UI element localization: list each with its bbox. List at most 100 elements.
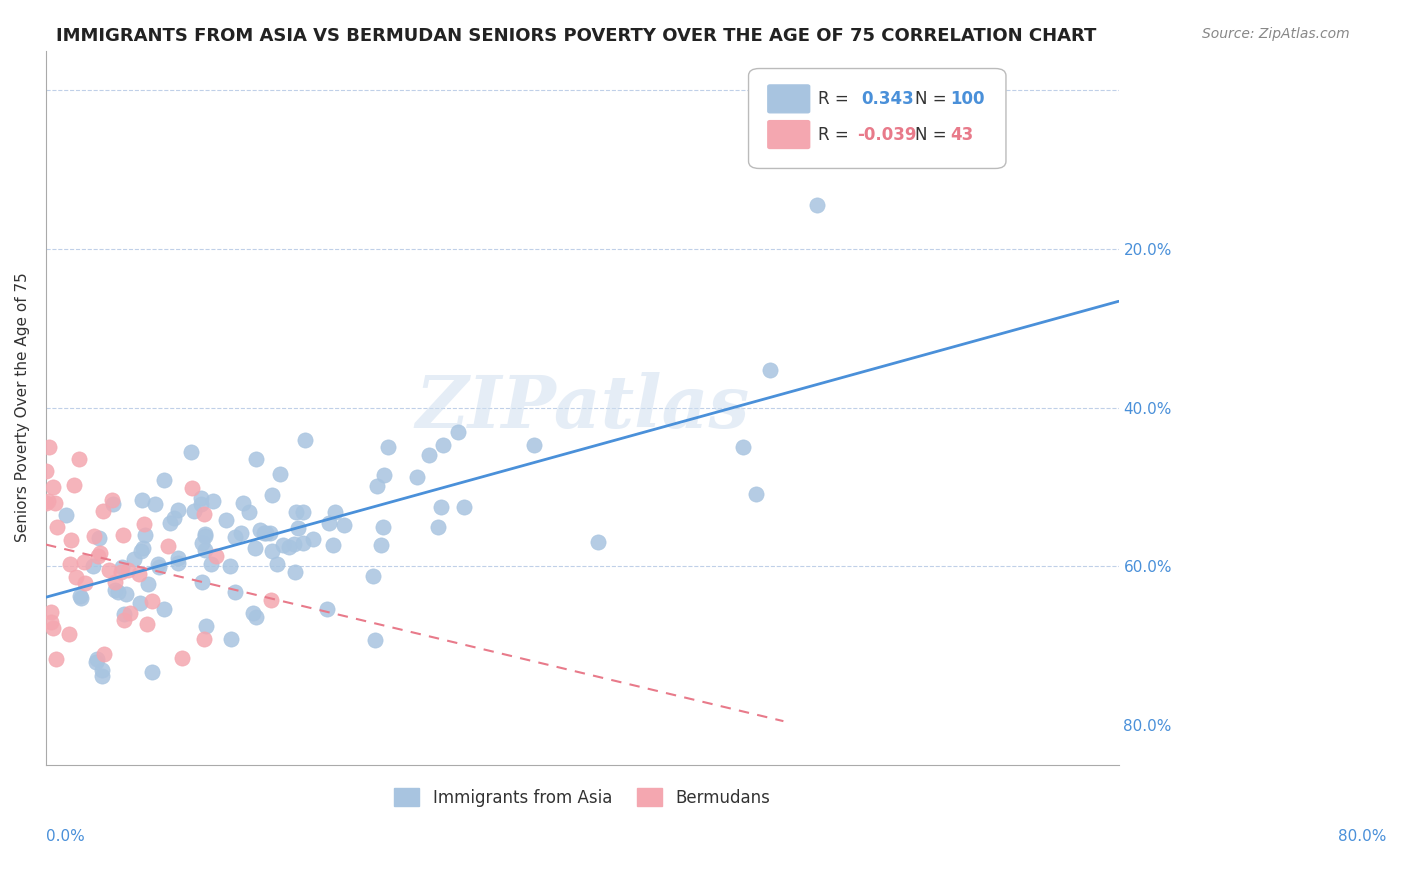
Point: [83, 529, 105, 543]
Point: [259, 526, 281, 541]
Point: [110, 566, 132, 580]
Point: [249, 524, 271, 538]
Point: [162, 510, 184, 524]
Point: [141, 594, 163, 608]
Point: [253, 525, 276, 540]
Point: [58, 627, 80, 641]
Point: [371, 520, 394, 534]
Point: [38, 440, 60, 454]
Point: [242, 606, 264, 620]
Point: [588, 535, 610, 549]
Point: [323, 505, 346, 519]
Point: [70, 591, 93, 605]
Point: [215, 513, 238, 527]
Point: [427, 520, 450, 534]
Point: [523, 438, 546, 452]
Point: [90, 668, 112, 682]
Point: [194, 529, 217, 543]
Point: [292, 505, 315, 519]
Point: [73, 575, 96, 590]
Text: Source: ZipAtlas.com: Source: ZipAtlas.com: [1202, 27, 1350, 41]
Point: [364, 632, 387, 647]
Point: [73, 555, 96, 569]
Point: [302, 533, 325, 547]
Text: 100: 100: [950, 90, 984, 108]
FancyBboxPatch shape: [768, 120, 810, 148]
Point: [377, 440, 399, 454]
Point: [260, 488, 283, 502]
Point: [132, 517, 155, 532]
Point: [292, 536, 315, 550]
Point: [44, 496, 66, 510]
Point: [285, 505, 308, 519]
Point: [104, 583, 127, 598]
Point: [89, 545, 111, 559]
Point: [193, 507, 215, 521]
Text: N =: N =: [915, 90, 946, 108]
Point: [115, 587, 138, 601]
Point: [332, 518, 354, 533]
Point: [193, 632, 215, 647]
Point: [118, 606, 141, 620]
Point: [166, 550, 188, 565]
Text: N =: N =: [915, 126, 946, 144]
Point: [318, 516, 340, 530]
Point: [35, 496, 58, 510]
Point: [107, 584, 129, 599]
Point: [205, 549, 228, 563]
Point: [245, 451, 267, 466]
Point: [194, 542, 217, 557]
Text: IMMIGRANTS FROM ASIA VS BERMUDAN SENIORS POVERTY OVER THE AGE OF 75 CORRELATION : IMMIGRANTS FROM ASIA VS BERMUDAN SENIORS…: [56, 27, 1097, 45]
Text: R =: R =: [818, 90, 849, 108]
Point: [190, 491, 212, 505]
FancyBboxPatch shape: [768, 85, 810, 112]
Point: [104, 574, 127, 589]
Point: [260, 543, 283, 558]
Point: [219, 559, 242, 574]
Text: -0.039: -0.039: [856, 126, 917, 144]
Point: [136, 576, 159, 591]
Point: [41, 480, 63, 494]
Point: [278, 540, 301, 554]
Point: [131, 544, 153, 558]
Point: [231, 526, 253, 541]
Point: [91, 504, 114, 518]
Point: [373, 467, 395, 482]
Point: [146, 557, 169, 571]
Point: [453, 500, 475, 515]
Text: 0.0%: 0.0%: [46, 829, 84, 844]
Point: [131, 493, 153, 508]
Point: [152, 473, 174, 487]
Text: 0.343: 0.343: [860, 90, 914, 108]
Point: [90, 663, 112, 677]
Point: [200, 557, 222, 571]
Point: [112, 613, 135, 627]
Point: [82, 559, 104, 574]
Point: [148, 560, 170, 574]
Point: [316, 602, 339, 616]
Point: [111, 527, 134, 541]
Point: [39, 605, 62, 619]
Point: [194, 527, 217, 541]
Text: 43: 43: [950, 126, 973, 144]
Point: [195, 619, 218, 633]
Point: [183, 504, 205, 518]
Point: [93, 647, 115, 661]
Point: [271, 537, 294, 551]
Point: [806, 198, 828, 212]
Point: [181, 481, 204, 495]
Point: [45, 519, 67, 533]
Point: [141, 665, 163, 679]
Point: [167, 557, 190, 571]
Point: [101, 497, 124, 511]
Point: [238, 505, 260, 519]
Point: [361, 569, 384, 583]
FancyBboxPatch shape: [748, 69, 1005, 169]
Point: [190, 497, 212, 511]
Point: [256, 525, 278, 540]
Point: [55, 508, 77, 522]
Point: [294, 433, 316, 447]
Point: [153, 602, 176, 616]
Point: [322, 538, 344, 552]
Point: [170, 650, 193, 665]
